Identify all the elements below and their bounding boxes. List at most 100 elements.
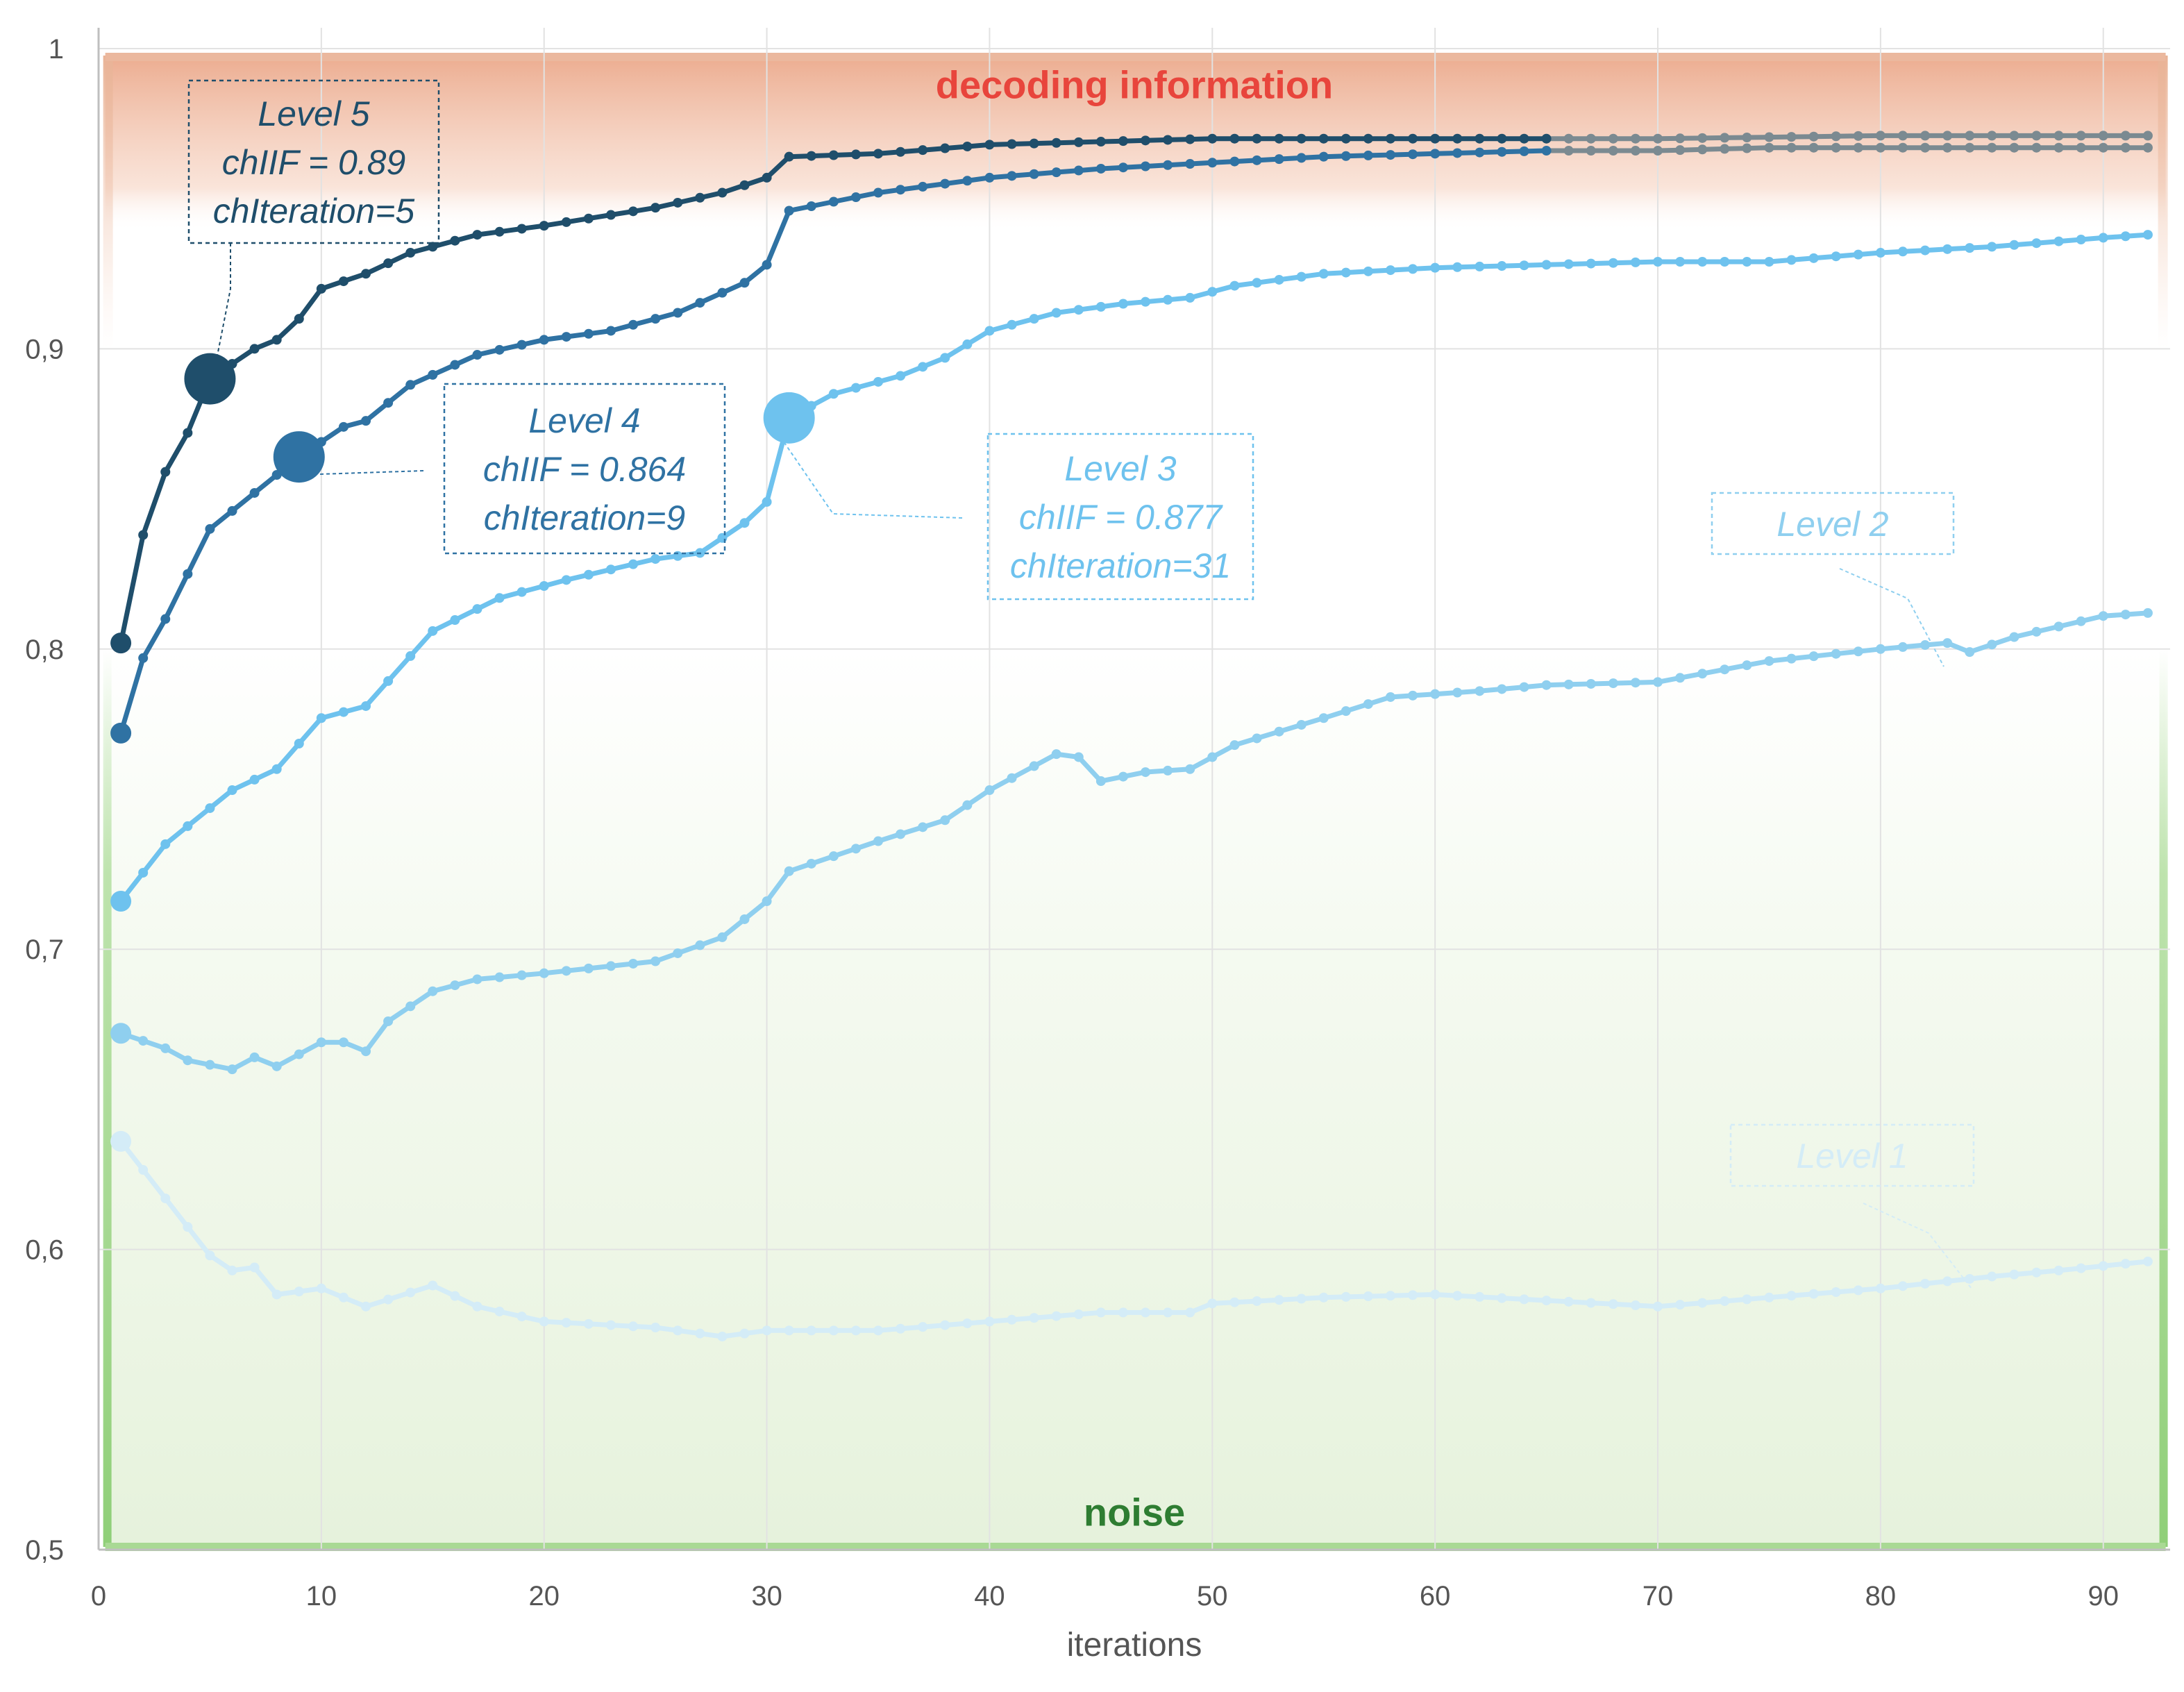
data-point	[539, 221, 549, 231]
data-point	[1185, 1307, 1195, 1318]
annotation-level-4: Level 4 chIIF = 0.864 chIteration=9	[273, 383, 726, 555]
data-point	[1630, 133, 1640, 144]
data-point	[516, 970, 527, 980]
data-point	[896, 371, 906, 381]
data-point	[1475, 1291, 1485, 1302]
data-point	[1274, 1295, 1284, 1305]
data-point	[583, 328, 594, 339]
data-point	[850, 149, 861, 160]
series-level-4	[110, 142, 2153, 744]
data-point	[1519, 146, 1529, 156]
data-point	[717, 1331, 728, 1341]
data-point	[450, 360, 460, 370]
data-point	[784, 866, 794, 876]
data-point	[695, 1328, 705, 1339]
data-point	[539, 335, 549, 345]
data-point	[940, 178, 950, 189]
data-point	[1430, 689, 1440, 699]
data-point	[1363, 266, 1373, 276]
data-point	[1987, 142, 1997, 153]
data-point	[1007, 773, 1017, 783]
data-point	[1920, 131, 1931, 141]
data-point	[316, 1283, 326, 1293]
data-point	[271, 764, 282, 774]
data-point	[1229, 1297, 1240, 1307]
data-point	[249, 487, 260, 498]
data-point	[316, 713, 326, 723]
data-point	[338, 707, 348, 717]
data-point	[1653, 146, 1663, 156]
x-tick-label: 70	[1643, 1581, 1674, 1611]
data-point	[896, 185, 906, 195]
data-point	[896, 146, 906, 157]
data-point	[160, 614, 171, 624]
data-point	[1408, 690, 1418, 701]
data-point	[1141, 161, 1151, 171]
y-tick-label: 0,9	[25, 334, 64, 365]
data-point	[361, 1301, 371, 1312]
data-point	[1252, 155, 1262, 165]
data-point	[294, 1287, 304, 1297]
data-point	[828, 196, 839, 207]
data-point	[1764, 257, 1774, 267]
data-point	[1541, 146, 1552, 156]
data-point	[962, 1318, 973, 1328]
data-point	[984, 140, 995, 150]
data-point	[873, 149, 884, 159]
data-point	[605, 1320, 616, 1330]
x-tick-label: 0	[91, 1581, 106, 1611]
data-point	[494, 226, 505, 237]
data-point	[1497, 146, 1507, 157]
annotation-level-3: Level 3 chIIF = 0.877 chIteration=31	[763, 392, 1254, 601]
data-point	[2076, 131, 2086, 141]
data-point	[717, 287, 728, 298]
data-point	[1497, 1293, 1507, 1303]
data-point	[2120, 231, 2131, 242]
data-point	[784, 206, 794, 216]
data-point	[984, 785, 995, 796]
data-point	[1296, 271, 1307, 282]
data-point	[1764, 1292, 1774, 1302]
data-point	[2142, 142, 2153, 153]
data-point	[1875, 131, 1885, 141]
annotation-line: Level 4	[528, 401, 640, 440]
data-point	[2053, 621, 2064, 632]
data-point	[1563, 1296, 1574, 1307]
data-point	[1385, 133, 1395, 144]
data-point	[1252, 733, 1262, 744]
data-point	[1742, 132, 1752, 142]
data-point	[1653, 1301, 1663, 1312]
data-point	[1408, 149, 1418, 160]
region-noise-border-left	[103, 648, 112, 1547]
data-point	[2053, 1265, 2064, 1275]
data-point	[1095, 137, 1106, 147]
data-point	[1497, 133, 1507, 144]
data-point	[918, 822, 928, 832]
data-point	[1095, 163, 1106, 174]
data-point	[2098, 233, 2108, 243]
data-point	[138, 530, 149, 540]
data-point	[940, 143, 950, 153]
data-point	[1475, 686, 1485, 696]
data-point	[1229, 280, 1240, 291]
data-point	[1653, 677, 1663, 687]
data-point	[1630, 678, 1640, 688]
data-point	[1029, 761, 1039, 771]
data-point	[984, 326, 995, 336]
data-point	[1007, 139, 1017, 149]
data-point	[2142, 608, 2153, 618]
data-point	[1675, 145, 1686, 156]
data-point	[160, 467, 171, 477]
data-point	[1341, 151, 1351, 161]
data-point	[1920, 1278, 1931, 1289]
data-point	[1808, 651, 1819, 662]
data-point	[1118, 162, 1128, 173]
data-point	[784, 1325, 794, 1336]
data-point	[1586, 133, 1596, 144]
data-point	[1920, 640, 1931, 651]
data-point	[1875, 142, 1885, 153]
data-point	[183, 569, 193, 579]
data-point	[1051, 1311, 1061, 1321]
data-point	[1786, 255, 1797, 265]
data-point	[516, 340, 527, 350]
